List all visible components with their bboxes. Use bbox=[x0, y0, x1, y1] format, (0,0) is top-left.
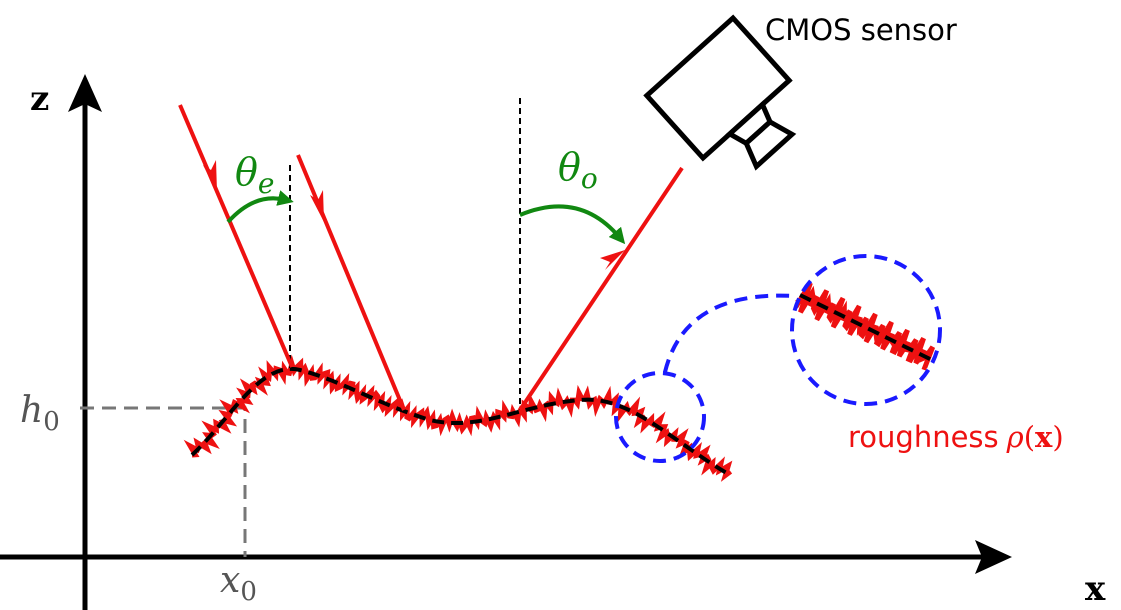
incident-ray bbox=[296, 154, 406, 411]
roughness-word: roughness bbox=[848, 420, 999, 454]
ray-arrow bbox=[203, 160, 217, 192]
x-subscript: 0 bbox=[240, 577, 257, 607]
subscript: o bbox=[581, 162, 598, 195]
h-subscript: 0 bbox=[43, 407, 60, 437]
rough-surface bbox=[183, 354, 733, 482]
z-label: z bbox=[30, 79, 49, 119]
theta: θ bbox=[558, 145, 581, 189]
x-arrow bbox=[975, 540, 1012, 574]
reference-lines bbox=[80, 406, 247, 557]
z-arrow bbox=[68, 74, 102, 112]
variable: x bbox=[1035, 420, 1053, 454]
mean-detail bbox=[799, 293, 933, 362]
roughness-path bbox=[795, 281, 936, 371]
zoom-connector bbox=[663, 293, 796, 373]
angle-arc bbox=[226, 190, 294, 224]
mean-surface bbox=[190, 366, 732, 477]
subscript: e bbox=[258, 167, 275, 200]
camera bbox=[643, 14, 797, 171]
theta-e-label: θe bbox=[235, 150, 274, 200]
sensor-label: CMOS sensor bbox=[765, 13, 957, 47]
zoom-circle bbox=[614, 371, 706, 463]
incident-ray bbox=[178, 104, 294, 368]
zoom-circle bbox=[790, 254, 942, 406]
ray-arrow bbox=[310, 190, 324, 222]
rho: ρ bbox=[1006, 420, 1024, 454]
x-label: x bbox=[1085, 569, 1106, 609]
ray-arrow bbox=[600, 250, 625, 270]
x-symbol: x bbox=[220, 560, 240, 601]
x0-label: x0 bbox=[220, 560, 257, 607]
paren: ( bbox=[1024, 420, 1035, 454]
rough-detail bbox=[795, 281, 936, 371]
theta-o-label: θo bbox=[558, 145, 598, 195]
paren: ) bbox=[1052, 420, 1063, 454]
h-symbol: h bbox=[20, 390, 43, 431]
roughness-label: roughness ρ(x) bbox=[848, 420, 1064, 454]
theta: θ bbox=[235, 150, 258, 194]
h0-label: h0 bbox=[20, 390, 60, 437]
reflected-ray bbox=[518, 166, 684, 412]
angle-arc bbox=[519, 204, 626, 245]
roughness-path bbox=[183, 354, 733, 482]
camera-lens bbox=[743, 118, 797, 171]
